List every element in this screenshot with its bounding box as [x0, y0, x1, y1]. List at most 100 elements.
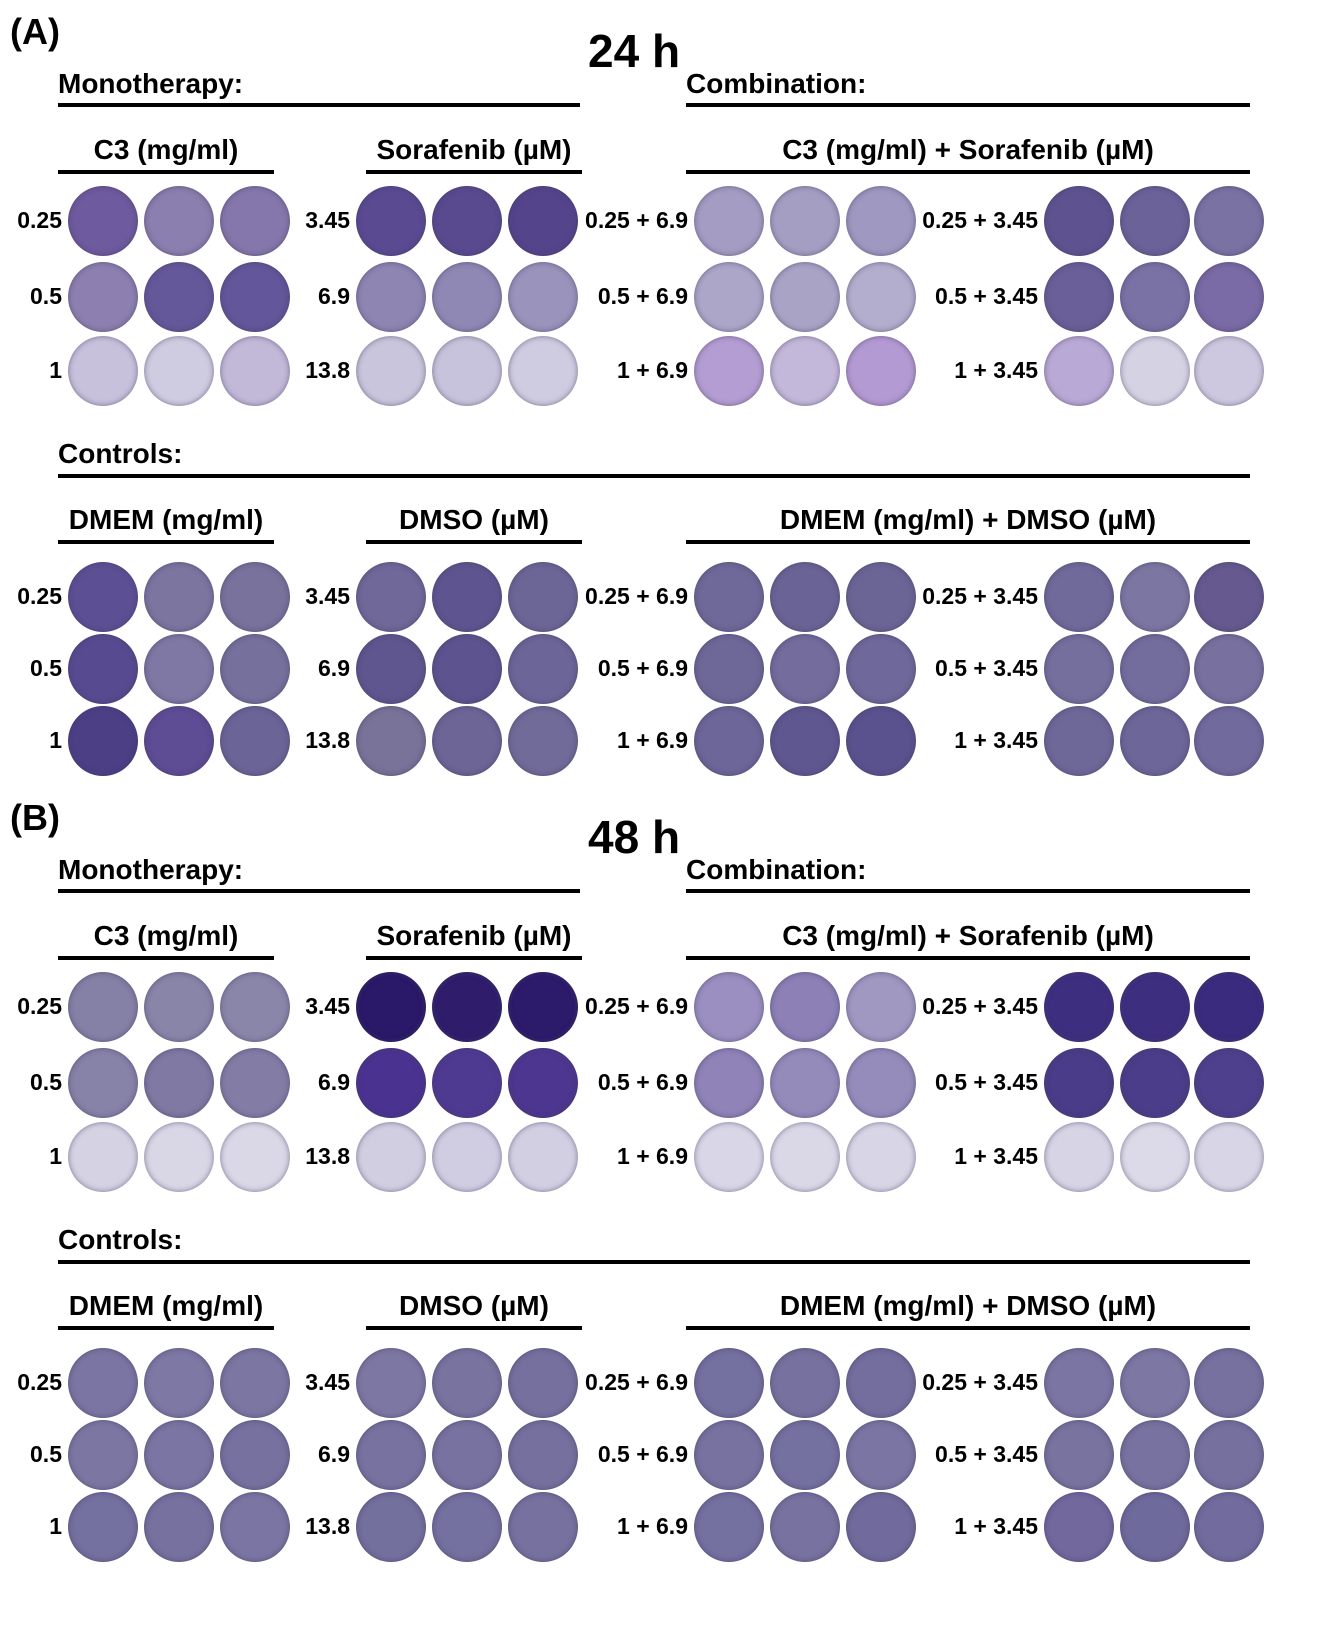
culture-well: [1044, 1492, 1114, 1562]
concentration-label: 1 + 3.45: [954, 357, 1038, 383]
combination-title: Combination:: [686, 854, 867, 885]
culture-well: [1120, 186, 1190, 256]
culture-well: [144, 262, 214, 332]
culture-well: [508, 562, 578, 632]
culture-well: [770, 186, 840, 256]
culture-well: [694, 634, 764, 704]
culture-well: [68, 1420, 138, 1490]
group-title: C3 (mg/ml) + Sorafenib (µM): [782, 134, 1154, 165]
culture-well: [432, 336, 502, 406]
culture-well: [694, 186, 764, 256]
culture-well: [68, 262, 138, 332]
culture-well: [1194, 262, 1264, 332]
group-title: DMEM (mg/ml): [68, 1290, 264, 1321]
concentration-label: 0.5 + 6.9: [597, 1441, 688, 1467]
culture-well: [220, 1420, 290, 1490]
concentration-label: 1: [49, 727, 62, 753]
concentration-label: 0.5 + 6.9: [597, 283, 688, 309]
group-underline: [686, 170, 1250, 174]
group-title: Sorafenib (µM): [376, 134, 572, 165]
culture-well: [770, 706, 840, 776]
culture-well: [432, 186, 502, 256]
culture-well: [508, 1348, 578, 1418]
concentration-label: 1 + 6.9: [617, 1513, 688, 1539]
culture-well: [1120, 262, 1190, 332]
culture-well: [1194, 562, 1264, 632]
culture-well: [1194, 972, 1264, 1042]
culture-well: [846, 1492, 916, 1562]
culture-well: [846, 1420, 916, 1490]
culture-well: [356, 1122, 426, 1192]
group-title: DMEM (mg/ml) + DMSO (µM): [779, 1290, 1157, 1321]
culture-well: [694, 1122, 764, 1192]
concentration-label: 0.25: [17, 583, 62, 609]
culture-well: [770, 562, 840, 632]
culture-well: [356, 1048, 426, 1118]
culture-well: [220, 186, 290, 256]
culture-well: [770, 1348, 840, 1418]
culture-well: [770, 336, 840, 406]
culture-well: [144, 1048, 214, 1118]
culture-well: [1120, 706, 1190, 776]
concentration-label: 1 + 3.45: [954, 1143, 1038, 1169]
culture-well: [356, 1492, 426, 1562]
culture-well: [508, 634, 578, 704]
culture-well: [144, 1492, 214, 1562]
time-label: 48 h: [588, 811, 681, 863]
culture-well: [1120, 1420, 1190, 1490]
concentration-label: 1 + 6.9: [617, 1143, 688, 1169]
culture-well: [1120, 1048, 1190, 1118]
concentration-label: 0.5 + 6.9: [597, 1069, 688, 1095]
culture-well: [68, 634, 138, 704]
panel-label: (B): [10, 797, 60, 838]
culture-well: [1044, 562, 1114, 632]
culture-well: [1194, 1492, 1264, 1562]
group-underline: [58, 540, 274, 544]
culture-well: [220, 634, 290, 704]
culture-well: [1194, 1048, 1264, 1118]
culture-well: [356, 1420, 426, 1490]
culture-well: [694, 1048, 764, 1118]
culture-well: [694, 262, 764, 332]
culture-well: [220, 1048, 290, 1118]
concentration-label: 13.8: [305, 1143, 350, 1169]
monotherapy-title: Monotherapy:: [58, 854, 244, 885]
concentration-label: 0.5 + 3.45: [935, 1069, 1038, 1095]
group-title: C3 (mg/ml): [93, 920, 239, 951]
culture-well: [694, 1348, 764, 1418]
controls-title: Controls:: [58, 438, 183, 469]
culture-well: [356, 336, 426, 406]
culture-well: [1044, 1348, 1114, 1418]
culture-well: [1044, 1420, 1114, 1490]
culture-well: [694, 562, 764, 632]
group-underline: [366, 956, 582, 960]
culture-well: [508, 1048, 578, 1118]
culture-well: [144, 186, 214, 256]
culture-well: [1044, 262, 1114, 332]
culture-well: [508, 1122, 578, 1192]
culture-well: [770, 1420, 840, 1490]
concentration-label: 0.5: [30, 1441, 62, 1467]
culture-well: [1120, 336, 1190, 406]
concentration-label: 1: [49, 1513, 62, 1539]
concentration-label: 1 + 3.45: [954, 1513, 1038, 1539]
concentration-label: 3.45: [305, 993, 350, 1019]
culture-well: [1044, 634, 1114, 704]
culture-well: [508, 1492, 578, 1562]
concentration-label: 3.45: [305, 1369, 350, 1395]
section-rule: [686, 889, 1250, 893]
group-underline: [366, 1326, 582, 1330]
culture-well: [846, 1122, 916, 1192]
concentration-label: 1 + 6.9: [617, 357, 688, 383]
culture-well: [846, 634, 916, 704]
culture-well: [846, 1348, 916, 1418]
culture-well: [694, 336, 764, 406]
culture-well: [508, 972, 578, 1042]
culture-well: [356, 972, 426, 1042]
concentration-label: 0.25: [17, 993, 62, 1019]
section-rule: [686, 103, 1250, 107]
culture-well: [68, 562, 138, 632]
culture-well: [846, 1048, 916, 1118]
concentration-label: 0.25: [17, 207, 62, 233]
culture-well: [1194, 634, 1264, 704]
